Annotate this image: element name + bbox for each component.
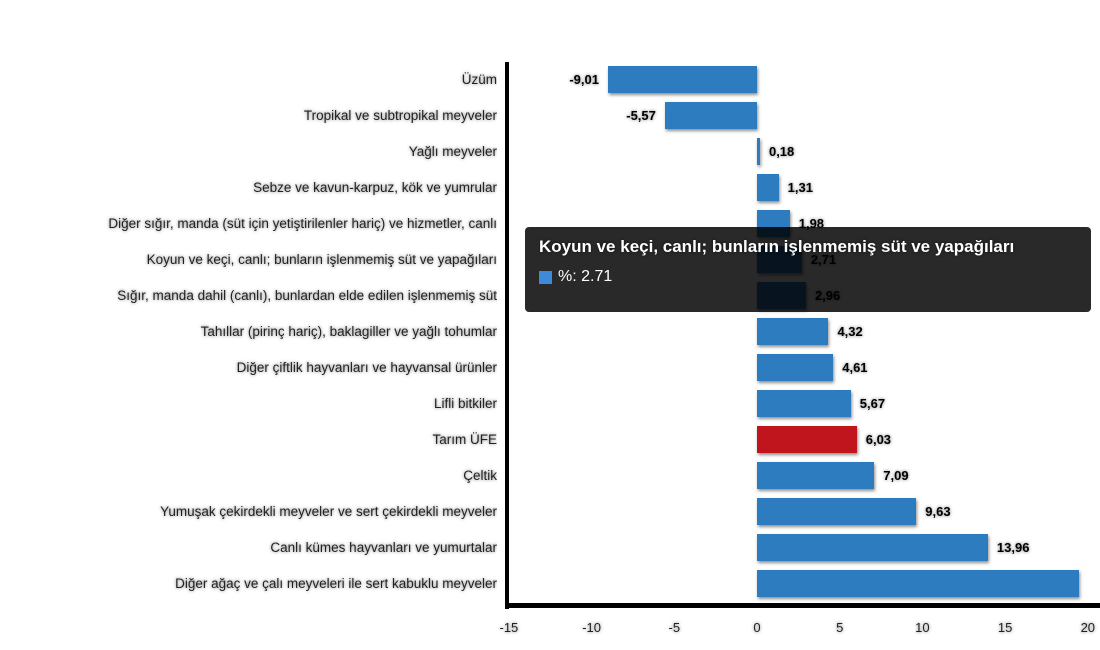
- tooltip-title: Koyun ve keçi, canlı; bunların işlenmemi…: [539, 237, 1015, 256]
- value-label: -5,57: [626, 108, 656, 123]
- bar[interactable]: [757, 354, 834, 381]
- x-tick-label: -15: [499, 620, 519, 635]
- category-label: Tropikal ve subtropikal meyveler: [303, 108, 497, 123]
- x-tick-label: 20: [1080, 620, 1096, 635]
- category-label: Çeltik: [463, 468, 497, 483]
- category-label: Üzüm: [461, 72, 497, 87]
- bar[interactable]: [757, 534, 988, 561]
- tooltip-value: %: 2.71: [558, 268, 613, 285]
- tooltip: Koyun ve keçi, canlı; bunların işlenmemi…: [525, 227, 1091, 312]
- bar[interactable]: [757, 570, 1079, 597]
- value-label: 9,63: [925, 504, 951, 519]
- category-label: Diğer çiftlik hayvanları ve hayvansal ür…: [236, 360, 497, 375]
- bar[interactable]: [607, 66, 757, 93]
- bar[interactable]: [757, 462, 875, 489]
- bar[interactable]: [757, 318, 829, 345]
- x-tick-label: 0: [753, 620, 761, 635]
- category-label: Tahıllar (pirinç hariç), baklagiller ve …: [200, 324, 497, 339]
- category-label: Sebze ve kavun-karpuz, kök ve yumrular: [253, 180, 497, 195]
- value-label: 1,31: [787, 180, 813, 195]
- x-tick-label: -5: [668, 620, 681, 635]
- category-label: Diğer ağaç ve çalı meyveleri ile sert ka…: [175, 576, 497, 591]
- value-label: 6,03: [865, 432, 892, 447]
- bar-highlight[interactable]: [757, 426, 857, 453]
- value-label: 4,32: [837, 324, 863, 339]
- x-axis-line: [505, 603, 1100, 608]
- category-label: Yağlı meyveler: [408, 144, 497, 159]
- value-label: 5,67: [859, 396, 886, 411]
- bar[interactable]: [757, 498, 917, 525]
- bar[interactable]: [757, 138, 760, 165]
- bar[interactable]: [664, 102, 757, 129]
- category-label: Canlı kümes hayvanları ve yumurtalar: [270, 540, 497, 555]
- category-label: Diğer sığır, manda (süt için yetiştirile…: [108, 216, 497, 231]
- category-label: Koyun ve keçi, canlı; bunların işlenmemi…: [146, 252, 497, 267]
- y-axis-line: [505, 62, 509, 609]
- category-label: Tarım ÜFE: [432, 432, 497, 447]
- category-label: Sığır, manda dahil (canlı), bunlardan el…: [117, 288, 497, 303]
- value-label: 13,96: [996, 540, 1030, 555]
- series-swatch-icon: [539, 270, 552, 284]
- bar[interactable]: [757, 390, 851, 417]
- x-tick-label: -10: [582, 620, 601, 635]
- x-tick-label: 10: [915, 620, 930, 635]
- tooltip-value-row: %: 2.71: [539, 268, 1077, 286]
- x-tick-label: 15: [997, 620, 1013, 635]
- bar[interactable]: [757, 174, 779, 201]
- value-label: 4,61: [842, 360, 868, 375]
- value-label: 0,18: [768, 144, 795, 159]
- category-label: Lifli bitkiler: [433, 396, 497, 411]
- value-label: -9,01: [569, 72, 599, 87]
- category-label: Yumuşak çekirdekli meyveler ve sert çeki…: [160, 504, 497, 519]
- value-label: 7,09: [883, 468, 909, 483]
- x-tick-label: 5: [836, 620, 844, 635]
